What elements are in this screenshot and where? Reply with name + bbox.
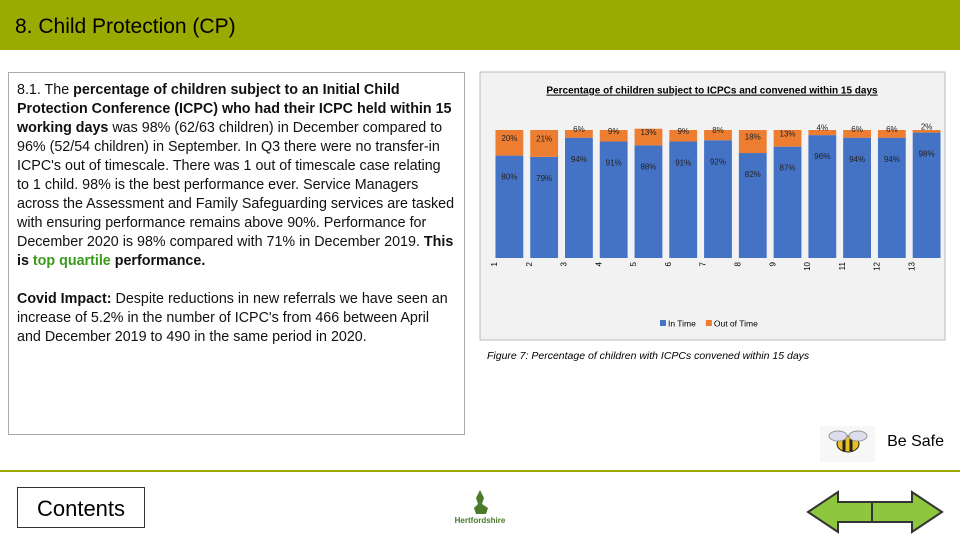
data-label: 9%: [608, 127, 620, 136]
data-label: 91%: [675, 159, 691, 168]
bar-segment: [843, 137, 871, 258]
x-tick-label: 2: [525, 261, 534, 266]
data-label: 92%: [710, 157, 726, 166]
data-label: 91%: [606, 159, 622, 168]
data-label: 82%: [745, 170, 761, 179]
data-label: 13%: [640, 128, 656, 137]
data-label: 94%: [884, 155, 900, 164]
bar-segment: [634, 128, 663, 146]
figure-caption: Figure 7: Percentage of children with IC…: [487, 350, 810, 362]
x-tick-label: 13: [907, 261, 916, 270]
be-safe: Be Safe: [887, 433, 944, 450]
data-label: 8%: [712, 126, 724, 135]
bar-segment: [565, 137, 593, 258]
data-label: 79%: [536, 174, 552, 183]
x-tick-label: 8: [733, 261, 742, 266]
x-tick-label: 11: [838, 261, 847, 270]
bar-segment: [565, 130, 593, 138]
paragraph: 8.1. The percentage of children subject …: [17, 81, 456, 271]
logo: [474, 490, 488, 514]
text-box: 8.1. The percentage of children subject …: [8, 72, 465, 435]
x-tick-label: 9: [768, 261, 777, 266]
data-label: 94%: [571, 155, 587, 164]
x-tick-label: 4: [594, 261, 603, 266]
data-label: 96%: [814, 152, 830, 161]
x-tick-label: 7: [699, 261, 708, 266]
text-run: 8.1. The: [17, 82, 74, 98]
bar-segment: [773, 146, 802, 258]
data-label: 4%: [817, 124, 829, 133]
legend-swatch: [660, 320, 666, 326]
bar-segment: [877, 130, 906, 138]
text-run: top quartile: [32, 253, 111, 269]
bar-segment: [599, 141, 628, 258]
back-button[interactable]: [806, 490, 879, 534]
bar-segment: [495, 130, 524, 156]
text-run: performance.: [110, 253, 206, 269]
data-label: 88%: [640, 162, 656, 171]
text-run: This is: [17, 234, 454, 269]
chart-title: Percentage of children subject to ICPCs …: [546, 86, 878, 97]
data-label: 87%: [780, 164, 796, 173]
bar-segment: [808, 130, 837, 136]
data-label: 20%: [501, 134, 517, 143]
data-label: 80%: [501, 173, 517, 182]
bar-segment: [738, 153, 767, 258]
data-label: 13%: [780, 129, 796, 138]
bar-segment: [704, 140, 732, 258]
data-label: 6%: [573, 125, 585, 134]
bar-segment: [599, 130, 628, 142]
logo-text: Hertfordshire: [455, 516, 506, 525]
x-tick-label: 12: [873, 261, 882, 270]
x-tick-label: 3: [560, 261, 569, 266]
text-run: Despite reductions in new referrals we h…: [17, 291, 448, 345]
data-label: 94%: [849, 155, 865, 164]
text-run: Covid Impact:: [17, 291, 112, 307]
data-label: 2%: [921, 122, 933, 131]
bar-segment: [843, 130, 871, 138]
bar-segment: [530, 130, 559, 157]
bar-segment: [877, 137, 906, 258]
x-tick-label: 6: [664, 261, 673, 266]
header-title: 8. Child Protection (CP): [15, 15, 236, 38]
x-tick-label: 10: [803, 261, 812, 270]
bar-segment: [912, 132, 941, 258]
bar-segment: [669, 141, 698, 258]
data-label: 21%: [536, 135, 552, 144]
x-tick-label: 1: [490, 261, 499, 266]
data-label: 6%: [851, 125, 863, 134]
bee-icon: [820, 426, 875, 462]
bar-segment: [530, 156, 559, 258]
legend-swatch: [705, 320, 712, 326]
bar-segment: [634, 145, 663, 258]
bar-segment: [704, 130, 732, 141]
x-tick-label: 5: [629, 261, 638, 266]
contents-button[interactable]: Contents: [17, 487, 145, 528]
legend-label: In Time: [668, 318, 696, 328]
legend-label: Out of Time: [714, 318, 758, 328]
text-run: was 98% (62/63 children) in December com…: [17, 120, 455, 250]
text-run: percentage of children subject to an Ini…: [17, 82, 452, 136]
data-label: 18%: [745, 133, 761, 142]
bar-segment: [669, 130, 698, 142]
paragraph: Covid Impact: Despite reductions in new …: [17, 290, 456, 347]
data-label: 6%: [886, 125, 898, 134]
header: 8. Child Protection (CP): [0, 0, 960, 50]
data-label: 9%: [677, 127, 689, 136]
bar-segment: [495, 155, 524, 258]
bar-segment: [808, 135, 837, 258]
data-label: 98%: [919, 150, 935, 159]
bar-segment: [773, 130, 802, 147]
next-button[interactable]: [871, 490, 944, 534]
bar-segment: [738, 130, 767, 154]
bar-segment: [912, 130, 941, 133]
